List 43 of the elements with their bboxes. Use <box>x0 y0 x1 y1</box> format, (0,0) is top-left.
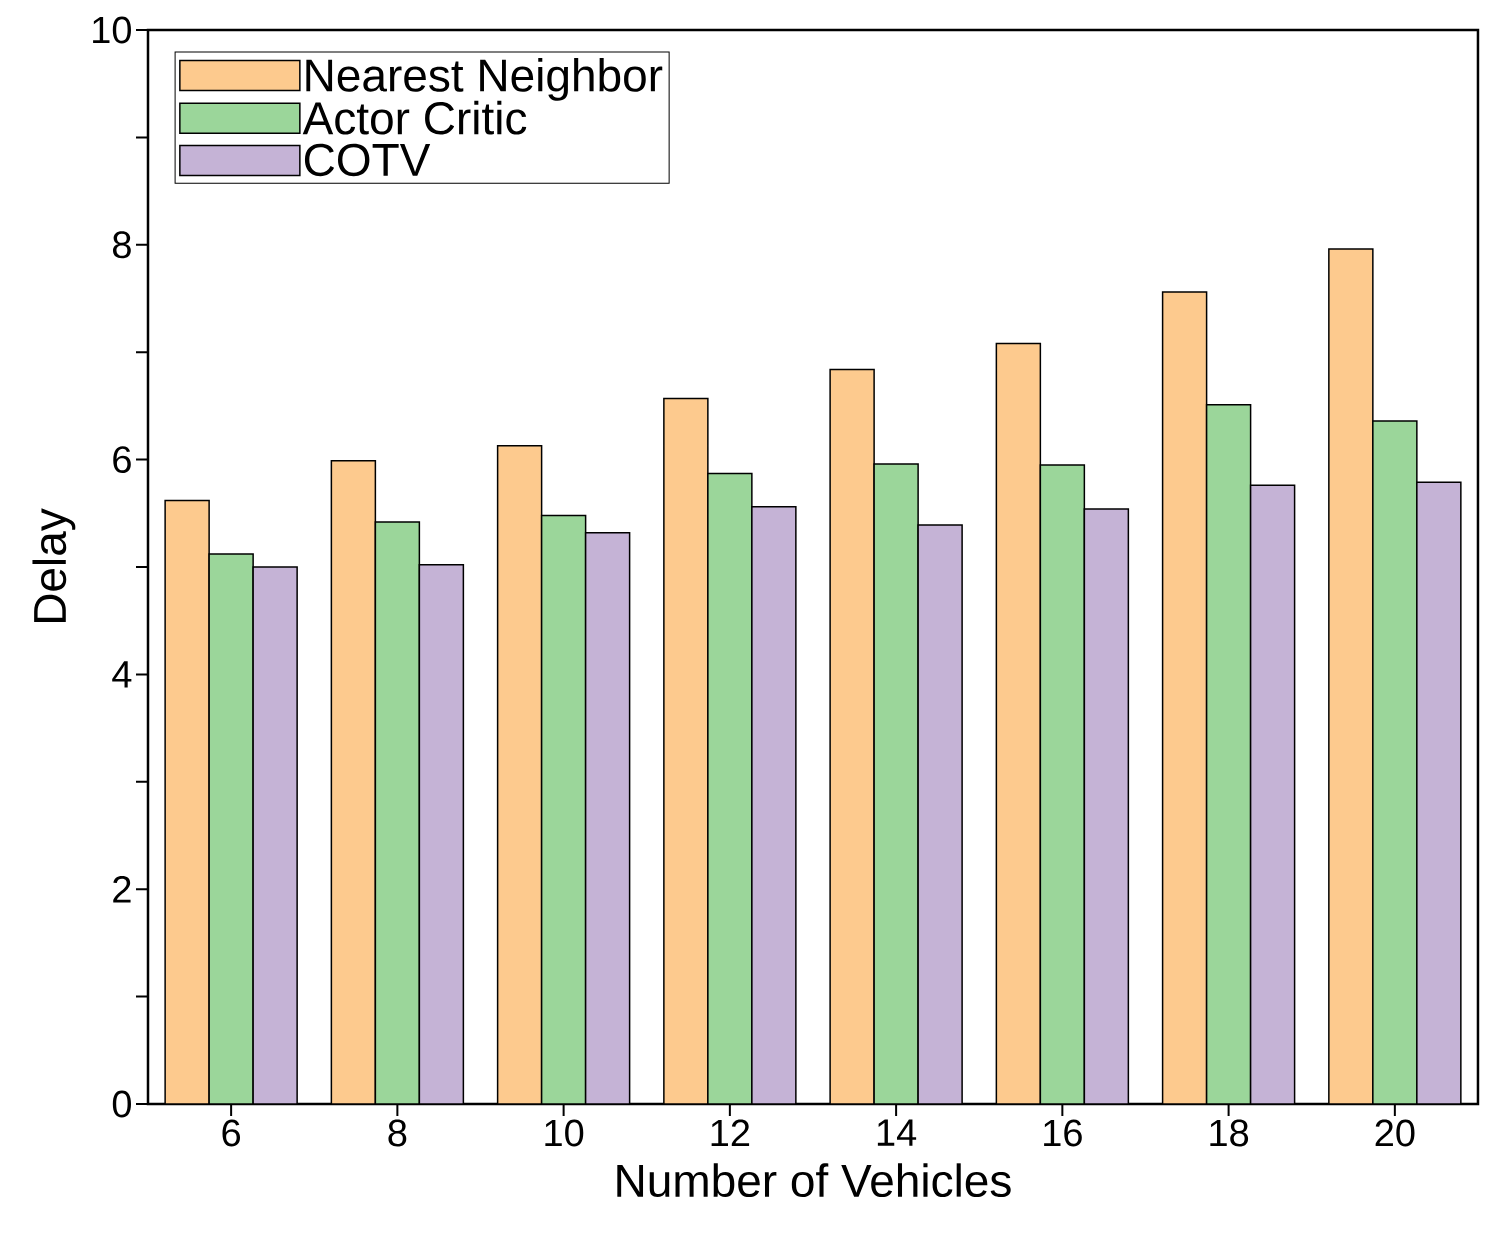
bar <box>209 554 254 1104</box>
bar <box>996 343 1041 1104</box>
bar <box>830 369 875 1104</box>
y-tick-label: 10 <box>93 16 131 44</box>
bar <box>1416 481 1462 1104</box>
x-tick-label: 14 <box>877 1119 917 1146</box>
y-tick-label: 4 <box>112 661 132 688</box>
bar <box>1372 420 1418 1104</box>
bar <box>874 463 919 1104</box>
legend-label: COTV <box>304 143 431 177</box>
bar <box>918 525 963 1104</box>
bar <box>497 445 542 1104</box>
y-tick-label: 2 <box>113 875 131 903</box>
bar <box>1250 485 1295 1104</box>
bar <box>375 521 420 1104</box>
x-tick-label: 16 <box>1044 1119 1082 1147</box>
bar <box>751 506 796 1104</box>
y-tick-label: 8 <box>112 231 131 259</box>
bar <box>331 460 376 1104</box>
bar <box>1206 404 1251 1104</box>
bar <box>419 564 464 1104</box>
bar <box>253 567 298 1104</box>
bar <box>1162 292 1207 1104</box>
y-tick-label: 6 <box>113 446 131 474</box>
x-tick-label: 6 <box>222 1119 241 1147</box>
legend-label: Actor Critic <box>302 100 527 135</box>
legend-label: Nearest Neighbor <box>306 57 663 101</box>
y-tick-label: 0 <box>112 1090 131 1118</box>
x-tick-label: 8 <box>388 1119 407 1147</box>
x-tick-label: 20 <box>1375 1119 1415 1147</box>
bar <box>707 473 752 1104</box>
x-axis-title: Number of Vehicles <box>617 1163 1011 1198</box>
bar <box>165 500 210 1104</box>
x-tick-label: 10 <box>545 1119 584 1147</box>
x-tick-label: 12 <box>711 1119 750 1147</box>
x-tick-label: 18 <box>1210 1119 1249 1147</box>
bar <box>663 398 708 1104</box>
bar <box>1040 464 1085 1104</box>
bar <box>541 515 586 1104</box>
bar <box>585 532 630 1104</box>
bar <box>1084 509 1129 1104</box>
bar <box>1328 248 1374 1104</box>
y-axis-title: Delay <box>32 508 76 623</box>
